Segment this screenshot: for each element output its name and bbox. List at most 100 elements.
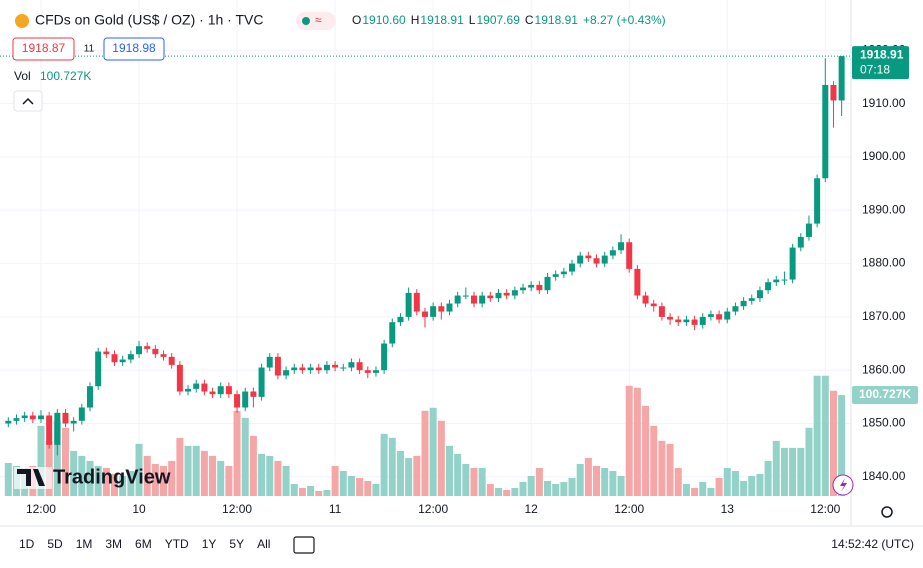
x-tick-label: 12 bbox=[525, 502, 539, 516]
volume-bar bbox=[748, 475, 756, 496]
range-button[interactable]: 5Y bbox=[229, 537, 244, 551]
volume-bar bbox=[813, 375, 821, 496]
candle-body bbox=[814, 178, 821, 224]
candle-body bbox=[201, 383, 208, 392]
candle-body bbox=[552, 274, 559, 277]
range-button[interactable]: 1D bbox=[19, 537, 35, 551]
close-letter: C bbox=[525, 13, 534, 27]
candle-body bbox=[511, 290, 518, 296]
candle-body bbox=[111, 354, 118, 363]
candle-body bbox=[438, 306, 445, 312]
collapse-button[interactable] bbox=[13, 90, 43, 112]
candle-body bbox=[29, 415, 36, 420]
candle-body bbox=[822, 84, 829, 179]
volume-bar bbox=[282, 465, 290, 496]
volume-bar bbox=[731, 470, 739, 496]
volume-bar bbox=[4, 462, 12, 496]
logo-text: TradingView bbox=[53, 466, 171, 488]
y-tick-label: 1880.00 bbox=[862, 256, 906, 270]
price-tag-value: 1918.91 bbox=[860, 47, 904, 61]
volume-bar bbox=[699, 481, 707, 496]
x-tick-label: 12:00 bbox=[810, 502, 840, 516]
volume-tag-value: 100.727K bbox=[859, 387, 911, 401]
date-range-icon[interactable] bbox=[293, 536, 315, 554]
range-button[interactable]: 1M bbox=[76, 537, 93, 551]
range-button[interactable]: All bbox=[257, 537, 270, 551]
candle-body bbox=[707, 314, 714, 317]
y-tick-label: 1850.00 bbox=[862, 416, 906, 430]
candle-body bbox=[838, 56, 845, 101]
volume-bar bbox=[364, 480, 372, 496]
volume-bar bbox=[584, 457, 592, 496]
range-button[interactable]: 6M bbox=[135, 537, 152, 551]
candle-body bbox=[119, 359, 126, 363]
volume-bar bbox=[535, 467, 543, 496]
x-tick-label: 12:00 bbox=[222, 502, 252, 516]
volume-bar bbox=[323, 489, 331, 496]
candle-body bbox=[372, 370, 379, 373]
candle-body bbox=[413, 292, 420, 312]
volume-bar bbox=[715, 477, 723, 496]
volume-bar bbox=[519, 481, 527, 496]
volume-bar bbox=[503, 489, 511, 496]
spread: 11 bbox=[84, 44, 95, 55]
volume-bar bbox=[176, 437, 184, 496]
candle-body bbox=[805, 223, 812, 237]
volume-bar bbox=[495, 487, 502, 496]
settings-icon[interactable] bbox=[881, 506, 893, 518]
candle-body bbox=[618, 242, 625, 251]
candle-body bbox=[560, 271, 567, 275]
candle-body bbox=[332, 364, 339, 368]
candle-body bbox=[307, 367, 314, 371]
candle-body bbox=[258, 367, 265, 397]
volume-bar bbox=[552, 483, 560, 496]
volume-bar bbox=[666, 443, 674, 496]
candle-body bbox=[13, 418, 20, 421]
range-button[interactable]: YTD bbox=[165, 537, 189, 551]
volume-bar bbox=[119, 475, 127, 496]
x-tick-label: 13 bbox=[721, 502, 735, 516]
close-value: 1918.91 bbox=[535, 13, 579, 27]
volume-bar bbox=[53, 420, 61, 496]
candle-body bbox=[315, 367, 322, 371]
volume-bar bbox=[805, 427, 813, 496]
volume-bar bbox=[209, 455, 217, 496]
candle-body bbox=[585, 255, 592, 259]
volume-bar bbox=[331, 465, 339, 496]
change-value: +8.27 (+0.43%) bbox=[583, 13, 666, 27]
candle-body bbox=[634, 268, 641, 296]
volume-bar bbox=[421, 410, 429, 496]
high-value: 1918.91 bbox=[420, 13, 464, 27]
range-button[interactable]: 3M bbox=[105, 537, 122, 551]
volume-bar bbox=[200, 450, 208, 496]
volume-bar bbox=[372, 483, 380, 496]
volume-bar bbox=[61, 427, 69, 496]
candle-body bbox=[250, 391, 257, 397]
candle-body bbox=[62, 412, 69, 424]
volume-bar bbox=[486, 483, 494, 496]
y-tick-label: 1840.00 bbox=[862, 469, 906, 483]
volume-bar bbox=[380, 433, 388, 496]
volume-bar bbox=[658, 440, 666, 496]
candle-body bbox=[683, 319, 690, 323]
candle-body bbox=[503, 292, 510, 296]
bid-box[interactable] bbox=[12, 37, 75, 61]
y-tick-label: 1860.00 bbox=[862, 362, 906, 376]
volume-bar bbox=[307, 485, 315, 496]
candle-body bbox=[5, 420, 12, 424]
ask-box[interactable] bbox=[103, 37, 165, 61]
range-button[interactable]: 1Y bbox=[202, 537, 217, 551]
candle-body bbox=[185, 388, 192, 392]
candle-body bbox=[470, 295, 477, 304]
candle-body bbox=[291, 367, 298, 371]
range-button[interactable]: 5D bbox=[47, 537, 63, 551]
volume-bar bbox=[601, 467, 609, 496]
candle-body bbox=[699, 316, 706, 325]
candle-body bbox=[193, 383, 200, 389]
x-tick-label: 10 bbox=[132, 502, 146, 516]
candle-body bbox=[70, 420, 77, 424]
y-tick-label: 1890.00 bbox=[862, 202, 906, 216]
candle-body bbox=[609, 250, 616, 256]
candle-body bbox=[716, 314, 723, 320]
candle-body bbox=[242, 391, 249, 408]
